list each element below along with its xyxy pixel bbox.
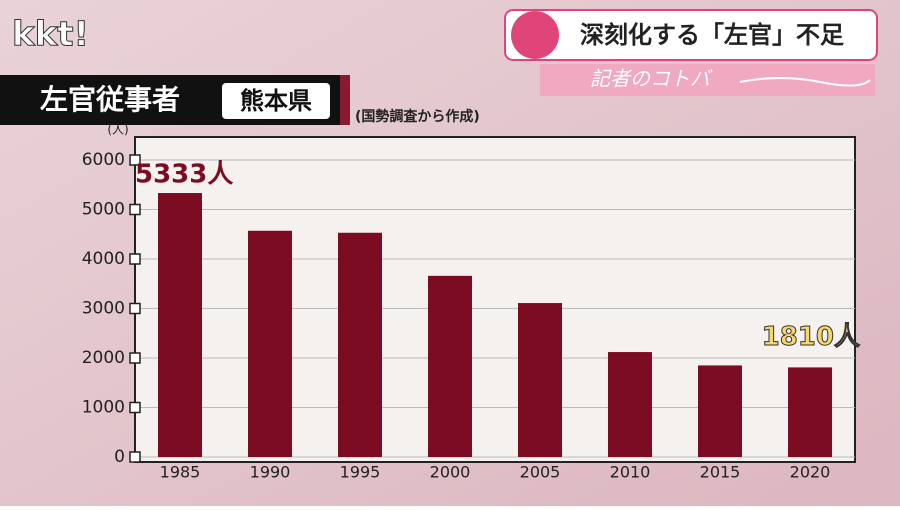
value-label: 5333人 xyxy=(135,160,233,190)
bar xyxy=(608,352,652,457)
y-tick-label: 0 xyxy=(114,447,125,467)
y-tick-mark xyxy=(129,352,141,364)
x-tick-label: 2010 xyxy=(610,463,651,482)
value-label: 1810人 xyxy=(762,322,860,352)
region: 熊本県 xyxy=(240,87,312,115)
banner-box xyxy=(504,9,878,61)
y-tick-mark xyxy=(129,302,141,315)
x-tick-label: 2020 xyxy=(790,463,831,482)
banner-sub-box xyxy=(540,64,875,96)
banner-icon xyxy=(511,11,559,59)
chart-title: 左官従事者 xyxy=(40,83,180,116)
y-tick-label: 1000 xyxy=(82,398,125,418)
y-tick-label: 5000 xyxy=(82,200,125,220)
y-tick-label: 2000 xyxy=(82,348,125,368)
y-tick-mark xyxy=(129,451,141,463)
bar xyxy=(338,232,382,457)
x-tick-label: 1985 xyxy=(160,463,201,482)
y-tick-mark xyxy=(129,401,141,414)
plot-area xyxy=(134,136,856,463)
source: (国勢調査から作成) xyxy=(355,108,480,125)
y-tick-label: 3000 xyxy=(82,299,125,319)
y-tick-mark xyxy=(129,154,141,166)
region-box xyxy=(222,83,330,119)
bar xyxy=(518,303,562,457)
y-tick-label: 4000 xyxy=(82,249,125,269)
bar xyxy=(788,367,832,457)
x-tick-label: 2000 xyxy=(430,463,471,482)
x-tick-label: 2005 xyxy=(520,463,561,482)
x-tick-label: 2015 xyxy=(700,463,741,482)
bar xyxy=(698,365,742,457)
title-accent xyxy=(340,75,350,125)
bar xyxy=(158,193,202,458)
bar xyxy=(248,230,292,457)
banner-title: 深刻化する「左官」不足 xyxy=(580,21,844,49)
x-tick-label: 1995 xyxy=(340,463,381,482)
banner-swash xyxy=(739,77,871,87)
y-tick-mark xyxy=(129,203,141,216)
logo: kkt! xyxy=(12,15,89,55)
x-tick-label: 1990 xyxy=(250,463,291,482)
banner-subtitle: 記者のコトバ xyxy=(590,67,713,91)
y-axis-label: (人) xyxy=(107,123,128,137)
bar xyxy=(428,275,472,457)
y-tick-label: 6000 xyxy=(82,150,125,170)
y-tick-mark xyxy=(129,253,141,265)
